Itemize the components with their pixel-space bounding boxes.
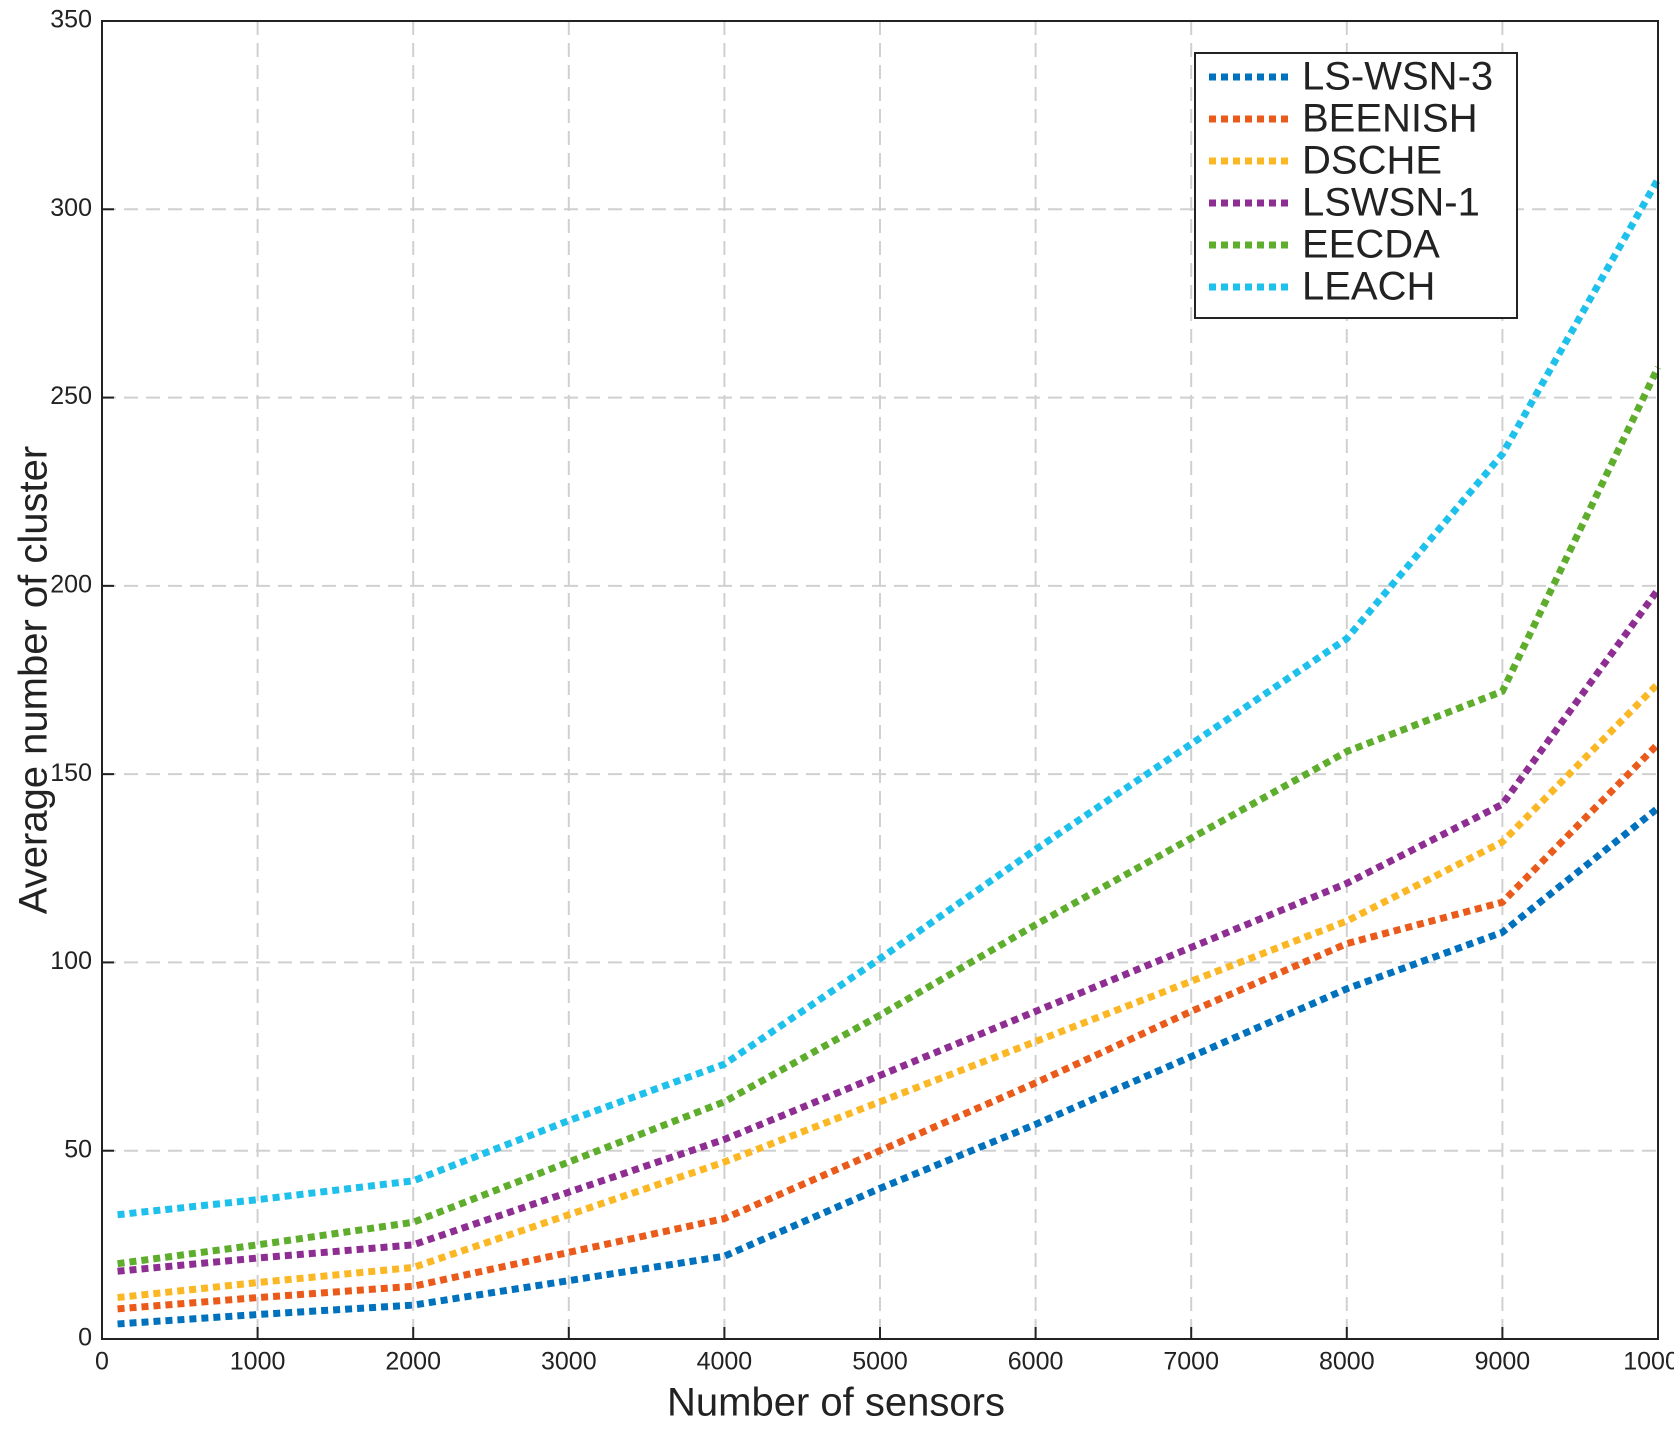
legend-box bbox=[1194, 52, 1518, 319]
y-tick-label: 50 bbox=[64, 1135, 92, 1163]
x-tick-label: 0 bbox=[95, 1348, 109, 1376]
x-tick-label: 2000 bbox=[385, 1348, 441, 1376]
legend-label: DSCHE bbox=[1302, 139, 1442, 183]
series-line bbox=[117, 741, 1661, 1313]
y-tick-label: 200 bbox=[50, 570, 92, 598]
y-tick-label: 150 bbox=[50, 759, 92, 787]
series-line bbox=[117, 587, 1661, 1275]
series-line bbox=[117, 365, 1662, 1268]
x-tick-label: 1000 bbox=[230, 1348, 286, 1376]
x-tick-label: 10000 bbox=[1623, 1348, 1674, 1376]
series-line bbox=[117, 805, 1661, 1328]
legend-label: EECDA bbox=[1302, 223, 1440, 267]
x-axis-label: Number of sensors bbox=[667, 1381, 1005, 1425]
plot-border bbox=[101, 20, 1659, 1340]
x-tick-label: 8000 bbox=[1319, 1348, 1375, 1376]
y-tick-label: 300 bbox=[50, 194, 92, 222]
y-tick-label: 350 bbox=[50, 6, 92, 34]
legend-label: BEENISH bbox=[1302, 97, 1478, 141]
y-tick-label: 100 bbox=[50, 947, 92, 975]
legend-label: LEACH bbox=[1302, 265, 1435, 309]
x-tick-label: 4000 bbox=[697, 1348, 753, 1376]
x-tick-label: 5000 bbox=[852, 1348, 908, 1376]
legend-label: LS-WSN-3 bbox=[1302, 55, 1493, 99]
series-line bbox=[117, 681, 1661, 1302]
legend-label: LSWSN-1 bbox=[1302, 181, 1480, 225]
y-axis-label: Average number of cluster bbox=[12, 446, 56, 914]
x-tick-label: 9000 bbox=[1475, 1348, 1531, 1376]
x-tick-label: 6000 bbox=[1008, 1348, 1064, 1376]
x-tick-label: 7000 bbox=[1163, 1348, 1219, 1376]
series-line bbox=[117, 177, 1662, 1219]
x-tick-label: 3000 bbox=[541, 1348, 597, 1376]
y-tick-label: 250 bbox=[50, 382, 92, 410]
y-tick-label: 0 bbox=[78, 1324, 92, 1352]
